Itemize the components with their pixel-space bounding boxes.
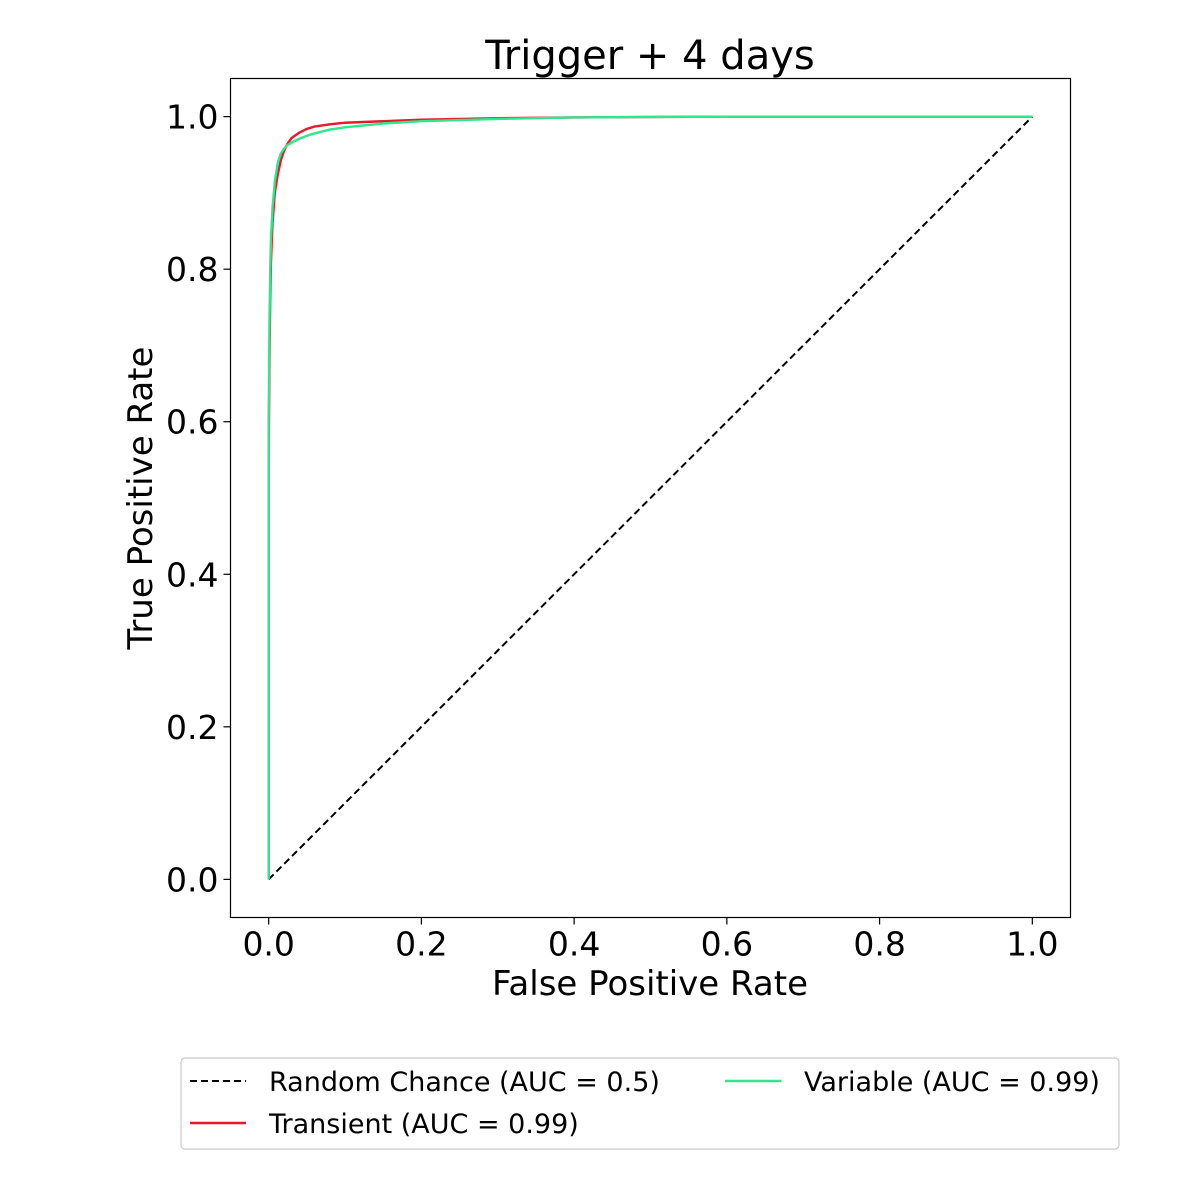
- x-tick-label: 0.8: [853, 925, 905, 964]
- y-tick-label: 0.6: [166, 403, 218, 442]
- legend-label-2: Variable (AUC = 0.99): [804, 1067, 1100, 1098]
- x-tick-label: 1.0: [1006, 925, 1058, 964]
- series-line-2: [267, 115, 1033, 880]
- legend-label-0: Random Chance (AUC = 0.5): [269, 1067, 660, 1098]
- legend-items: Random Chance (AUC = 0.5) Transient (AUC …: [190, 1067, 1100, 1140]
- x-axis-ticks: 0.0 0.2 0.4 0.6 0.8 1.0: [242, 917, 1059, 964]
- y-tick-label: 0.0: [166, 860, 218, 899]
- x-tick-label: 0.4: [548, 925, 600, 964]
- y-tick-label: 0.2: [166, 708, 218, 747]
- x-axis-label: False Positive Rate: [492, 964, 808, 1004]
- y-tick-label: 0.4: [166, 555, 218, 594]
- series-layer: [267, 115, 1034, 881]
- x-tick-label: 0.2: [395, 925, 447, 964]
- chart-title: Trigger + 4 days: [484, 33, 814, 79]
- x-tick-label: 0.0: [242, 925, 294, 964]
- y-tick-label: 0.8: [166, 250, 218, 289]
- y-tick-label: 1.0: [166, 98, 218, 137]
- series-line-0: [267, 115, 1034, 881]
- legend-label-1: Transient (AUC = 0.99): [268, 1109, 579, 1140]
- y-axis-ticks: 0.0 0.2 0.4 0.6 0.8 1.0: [166, 98, 231, 899]
- legend: Random Chance (AUC = 0.5) Transient (AUC …: [180, 1057, 1120, 1150]
- legend-box: [180, 1057, 1120, 1150]
- y-axis-label: True Positive Rate: [121, 347, 161, 651]
- x-tick-label: 0.6: [701, 925, 753, 964]
